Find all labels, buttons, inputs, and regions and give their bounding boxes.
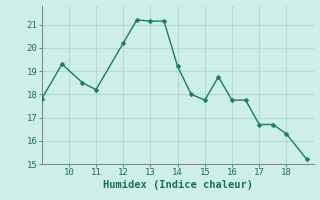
X-axis label: Humidex (Indice chaleur): Humidex (Indice chaleur) <box>103 180 252 190</box>
